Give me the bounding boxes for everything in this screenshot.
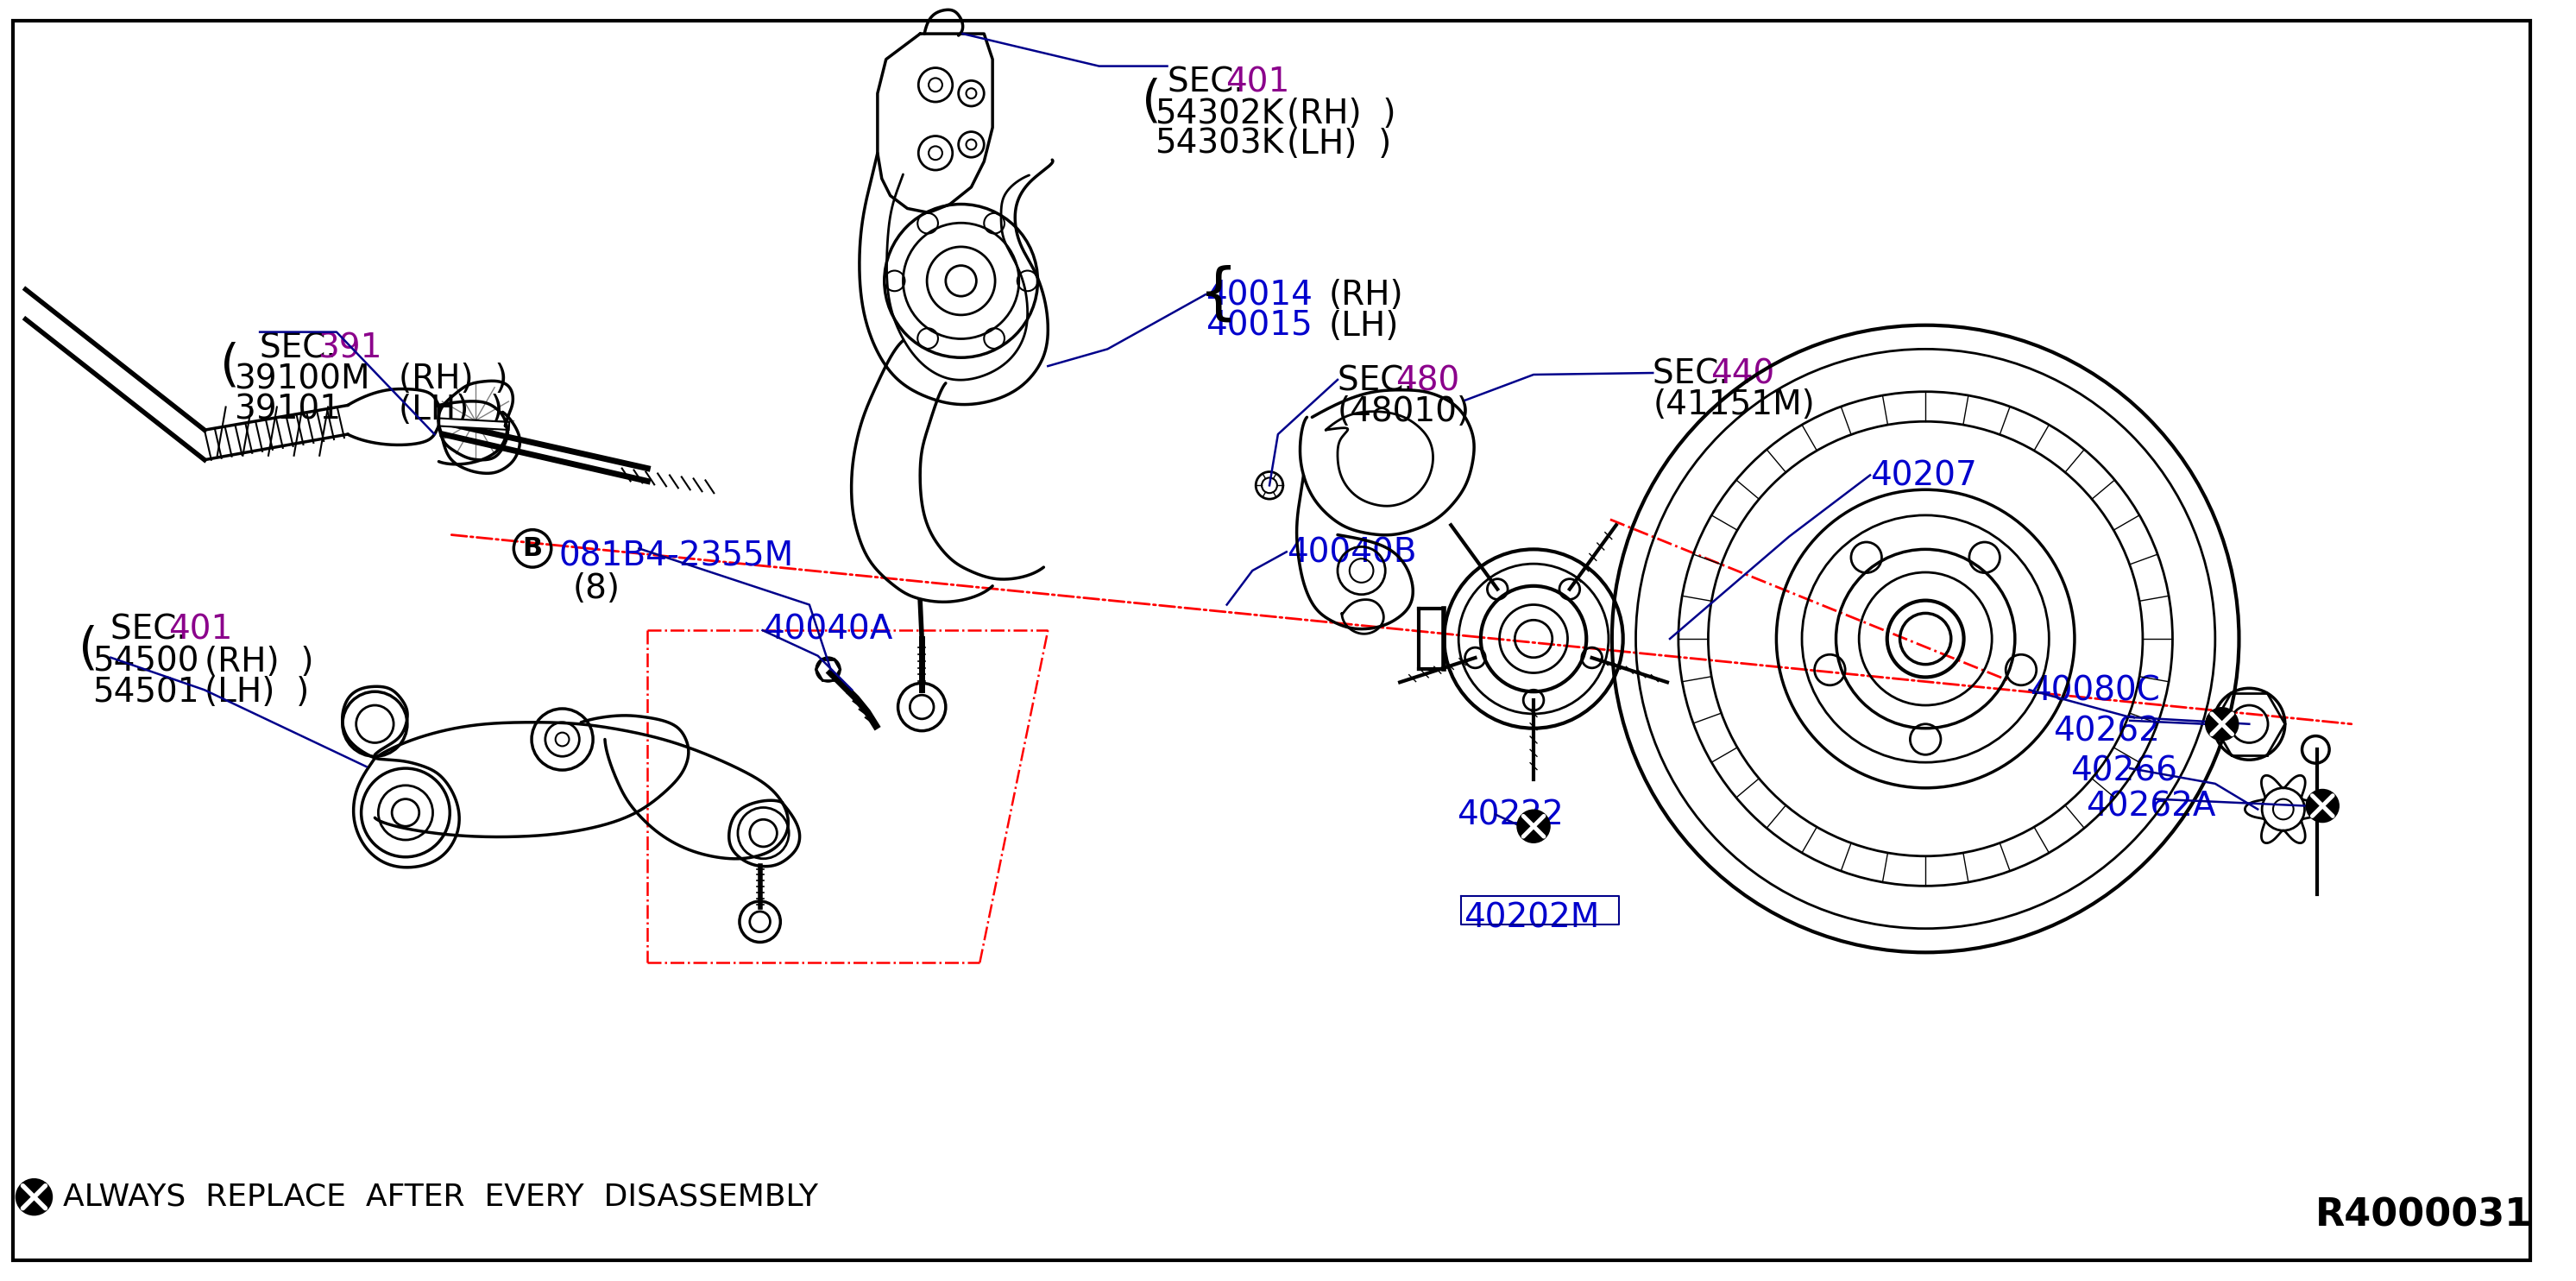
- Text: 40262: 40262: [2053, 716, 2161, 748]
- Text: SEC.: SEC.: [1337, 364, 1425, 397]
- Text: 54500: 54500: [93, 646, 198, 679]
- Text: 440: 440: [1710, 357, 1775, 391]
- Text: 40080C: 40080C: [2030, 675, 2159, 707]
- Text: 40015: 40015: [1206, 310, 1311, 342]
- Circle shape: [1517, 810, 1551, 843]
- Text: {: {: [1198, 265, 1239, 324]
- Circle shape: [15, 1179, 54, 1216]
- Text: 40040B: 40040B: [1285, 537, 1417, 569]
- Text: SEC.: SEC.: [111, 614, 198, 646]
- Text: 40222: 40222: [1458, 799, 1564, 831]
- Text: (LH)  ): (LH) ): [204, 676, 309, 710]
- Text: (RH)  ): (RH) ): [399, 363, 507, 396]
- Text: SEC.: SEC.: [260, 332, 348, 365]
- Text: (LH)  ): (LH) ): [1285, 128, 1391, 160]
- Text: 391: 391: [317, 332, 381, 365]
- Text: 401: 401: [1226, 67, 1291, 99]
- Text: 40202M: 40202M: [1463, 902, 1600, 934]
- Text: 54501: 54501: [93, 676, 198, 710]
- Text: 40040A: 40040A: [762, 614, 891, 646]
- Text: SEC.: SEC.: [1654, 357, 1741, 391]
- Text: 081B4-2355M: 081B4-2355M: [559, 539, 793, 573]
- Text: 40262A: 40262A: [2087, 790, 2215, 824]
- Text: 480: 480: [1396, 364, 1461, 397]
- Text: 39101: 39101: [234, 393, 343, 427]
- Text: B: B: [523, 535, 544, 561]
- Text: 401: 401: [167, 614, 232, 646]
- Text: 54303K: 54303K: [1154, 128, 1283, 160]
- Text: (RH)  ): (RH) ): [204, 646, 314, 679]
- Text: (LH): (LH): [1329, 310, 1399, 342]
- Text: 54302K: 54302K: [1154, 97, 1283, 131]
- Text: R4000031: R4000031: [2316, 1196, 2532, 1234]
- Text: SEC.: SEC.: [1167, 67, 1255, 99]
- Circle shape: [2306, 789, 2339, 822]
- Text: ALWAYS  REPLACE  AFTER  EVERY  DISASSEMBLY: ALWAYS REPLACE AFTER EVERY DISASSEMBLY: [62, 1182, 819, 1212]
- Text: (: (: [1141, 77, 1162, 127]
- Text: (41151M): (41151M): [1654, 388, 1816, 421]
- Text: (: (: [219, 342, 240, 391]
- Text: (: (: [77, 624, 98, 674]
- Circle shape: [2205, 707, 2239, 742]
- Text: (RH)  ): (RH) ): [1285, 97, 1396, 131]
- Text: 40207: 40207: [1870, 460, 1976, 493]
- Text: 40014: 40014: [1206, 279, 1311, 313]
- Text: 40266: 40266: [2071, 755, 2177, 788]
- Text: 39100M: 39100M: [234, 363, 371, 396]
- Text: (LH)  ): (LH) ): [399, 393, 502, 427]
- Text: (48010): (48010): [1337, 395, 1471, 428]
- Text: (8): (8): [572, 573, 621, 605]
- Text: (RH): (RH): [1329, 279, 1404, 313]
